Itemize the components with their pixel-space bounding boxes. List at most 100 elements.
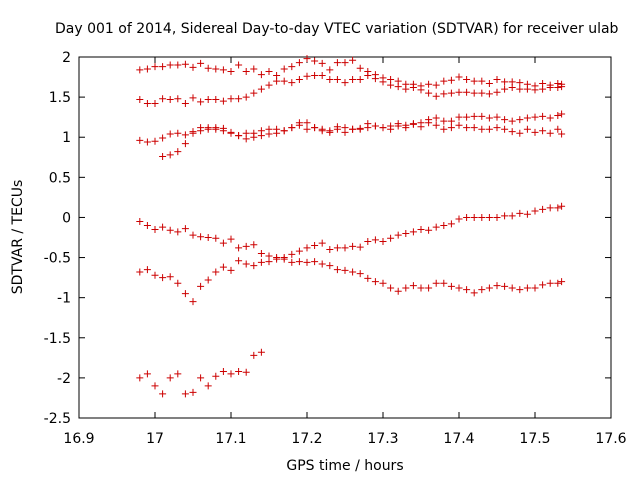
x-tick-label: 16.9 — [63, 431, 94, 447]
data-point — [235, 257, 243, 265]
data-point — [151, 100, 159, 108]
data-point — [554, 125, 562, 133]
data-point — [273, 77, 281, 85]
data-point — [204, 234, 212, 241]
data-point — [235, 367, 243, 375]
data-point — [235, 61, 243, 69]
data-point — [387, 234, 395, 242]
data-point — [425, 80, 433, 88]
data-point — [250, 89, 258, 97]
data-point — [409, 83, 417, 91]
data-point — [371, 75, 379, 83]
data-point — [242, 67, 250, 75]
data-point — [326, 262, 334, 270]
data-point — [440, 221, 448, 229]
data-point — [432, 81, 440, 89]
y-axis: -2.5 -2 -1.5 -1 -0.5 0 0.5 1 1.5 2 — [44, 50, 611, 427]
data-point — [447, 282, 455, 290]
data-point — [219, 127, 227, 135]
y-tick-label: 1.5 — [49, 90, 71, 106]
data-point — [280, 254, 288, 262]
series-track-2 — [136, 71, 566, 108]
data-point — [470, 77, 478, 85]
data-point — [394, 83, 402, 91]
data-point — [546, 129, 554, 137]
data-point — [326, 66, 334, 74]
data-point — [440, 90, 448, 98]
data-point — [280, 65, 288, 73]
data-point — [531, 113, 539, 121]
data-point — [303, 258, 311, 266]
data-point — [539, 127, 547, 135]
series-track-4 — [159, 119, 566, 160]
data-point — [493, 282, 501, 290]
data-point — [447, 89, 455, 97]
data-point — [364, 274, 372, 282]
data-point — [326, 246, 334, 254]
data-point — [250, 351, 258, 359]
data-point — [417, 86, 425, 94]
data-point — [151, 225, 159, 233]
data-point — [558, 130, 566, 138]
data-point — [493, 213, 501, 221]
data-point — [136, 374, 144, 382]
data-point — [546, 279, 554, 287]
data-point — [257, 258, 265, 266]
data-point — [508, 212, 516, 220]
data-point — [265, 81, 273, 89]
data-point — [485, 213, 493, 221]
data-point — [219, 367, 227, 375]
data-point — [295, 121, 303, 129]
data-point — [212, 65, 220, 73]
data-point — [166, 273, 174, 281]
data-point — [159, 63, 167, 71]
data-point — [402, 229, 410, 237]
data-point — [463, 213, 471, 221]
data-point — [318, 239, 326, 247]
data-point — [326, 75, 334, 83]
data-point — [189, 231, 197, 239]
x-tick-label: 17 — [146, 431, 164, 447]
data-point — [219, 97, 227, 105]
data-point — [440, 77, 448, 85]
data-point — [181, 60, 189, 68]
data-point — [166, 151, 174, 159]
data-point — [265, 130, 273, 138]
data-point — [311, 71, 319, 79]
data-point — [288, 63, 296, 71]
data-point — [364, 238, 372, 246]
data-point — [257, 348, 265, 356]
data-point — [227, 67, 235, 75]
y-tick-label: 0.5 — [49, 170, 71, 186]
data-point — [181, 290, 189, 298]
data-point — [159, 390, 167, 398]
data-point — [204, 382, 212, 390]
data-point — [318, 260, 326, 268]
data-point — [501, 78, 509, 86]
data-point — [189, 298, 197, 306]
data-point — [417, 123, 425, 131]
data-point — [151, 63, 159, 71]
data-point — [227, 235, 235, 243]
data-point — [295, 258, 303, 266]
data-point — [531, 86, 539, 94]
data-point — [227, 95, 235, 103]
data-point — [387, 81, 395, 89]
data-point — [402, 284, 410, 292]
data-point — [265, 258, 273, 266]
data-point — [432, 279, 440, 287]
data-point — [333, 75, 341, 83]
data-point — [250, 262, 258, 270]
data-point — [478, 286, 486, 294]
x-axis-label: GPS time / hours — [286, 458, 403, 474]
data-point — [349, 125, 357, 133]
data-point — [295, 247, 303, 255]
data-point — [197, 233, 205, 241]
data-point — [501, 85, 509, 93]
data-point — [558, 83, 566, 91]
data-point — [136, 96, 144, 104]
data-point — [174, 279, 182, 287]
data-point — [280, 77, 288, 85]
data-point — [166, 130, 174, 138]
data-point — [136, 136, 144, 144]
